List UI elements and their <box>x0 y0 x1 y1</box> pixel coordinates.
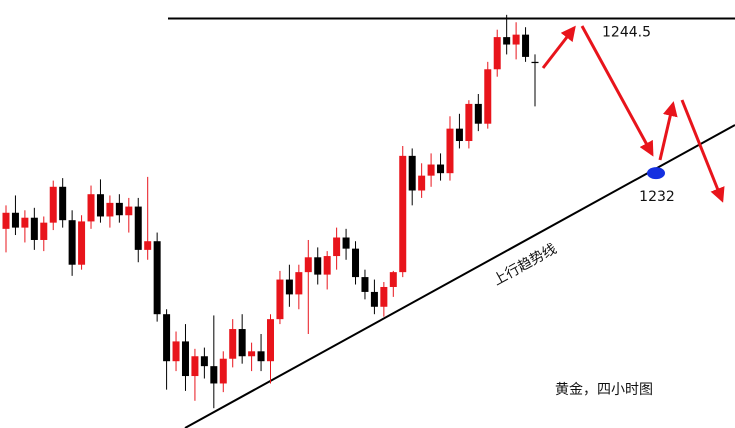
candle-body <box>134 206 142 250</box>
candle-body <box>181 341 189 377</box>
candle-body <box>276 279 284 320</box>
candle-body <box>408 155 416 191</box>
candle-body <box>418 175 426 191</box>
candle-body <box>2 212 10 229</box>
candle-body <box>200 356 208 367</box>
candle-body <box>115 202 123 216</box>
candle-body <box>474 103 482 124</box>
candle-body <box>125 206 133 216</box>
trendline-label: 上行趋势线 <box>491 241 560 289</box>
candle-body <box>87 194 95 222</box>
candle-body <box>493 37 501 70</box>
candle-body <box>333 237 341 257</box>
candle-body <box>370 291 378 307</box>
candle-body <box>49 186 57 223</box>
chart-title: 黄金，四小时图 <box>555 381 653 398</box>
candle-body <box>78 221 86 265</box>
candle-body <box>248 351 256 357</box>
candle-body <box>59 186 67 221</box>
candle-body <box>389 272 397 287</box>
candle-body <box>11 212 19 228</box>
support-label: 1232 <box>639 189 675 205</box>
candle-body <box>352 248 360 278</box>
trendline <box>184 124 735 428</box>
candle-body <box>531 61 539 64</box>
candle-body <box>455 128 463 142</box>
candle-body <box>446 128 454 174</box>
candle-body <box>229 329 237 359</box>
candle-body <box>304 257 312 273</box>
candle-body <box>361 277 369 292</box>
candle-body <box>210 366 218 384</box>
candle-body <box>522 34 530 57</box>
candle-body <box>153 241 161 315</box>
candle-body <box>465 103 473 142</box>
candle-body <box>399 155 407 273</box>
candle-body <box>257 351 265 362</box>
candle-body <box>512 34 520 45</box>
candle-body <box>380 286 388 307</box>
candle-body <box>314 257 322 275</box>
candle-body <box>295 272 303 295</box>
candle-body <box>323 256 331 275</box>
candle-body <box>427 164 435 176</box>
candle-body <box>21 217 29 228</box>
candle-body <box>144 241 152 250</box>
candle-body <box>30 217 38 240</box>
candle-body <box>267 319 274 362</box>
candle-body <box>106 202 114 217</box>
candle-body <box>40 222 48 240</box>
candle-body <box>238 329 246 357</box>
candle-body <box>191 356 199 377</box>
candle-body <box>437 164 445 174</box>
candle-body <box>172 341 180 362</box>
candle-body <box>163 314 171 362</box>
projection-arrows <box>541 25 725 203</box>
candle-body <box>342 237 350 249</box>
candle-body <box>219 358 227 384</box>
support-point <box>647 167 665 180</box>
candle-body <box>285 279 293 295</box>
candle-body <box>484 69 492 124</box>
candle-body <box>68 220 76 265</box>
resistance-label: 1244.5 <box>602 25 651 41</box>
candle-body <box>503 37 511 45</box>
candle-body <box>96 194 104 217</box>
